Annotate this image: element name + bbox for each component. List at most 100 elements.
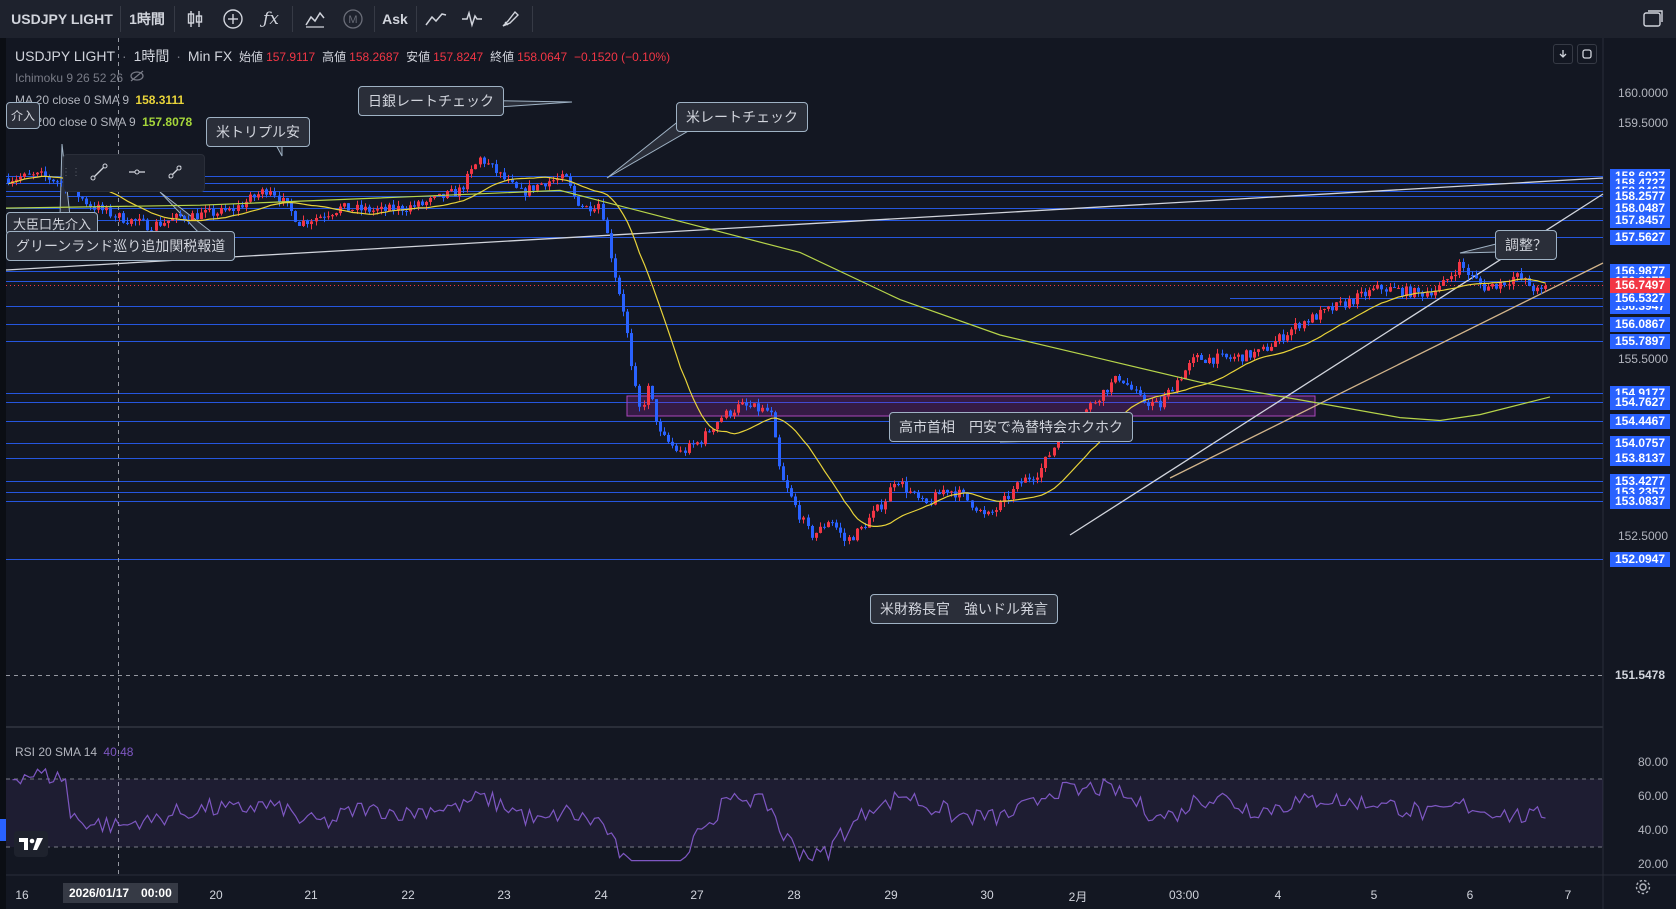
fx-icon[interactable]: ƒx — [263, 9, 279, 29]
legend-low: 157.8247 — [433, 50, 484, 64]
price-chart-canvas[interactable] — [0, 38, 1676, 909]
price-badge-11: 155.7897 — [1610, 333, 1670, 349]
candle-body-322 — [1327, 306, 1330, 309]
layout-icon[interactable] — [1636, 0, 1670, 38]
candle-body-365 — [1503, 282, 1506, 286]
symbol-search-button[interactable]: USDJPY LIGHT — [11, 11, 113, 27]
price-badge-4: 158.0487 — [1610, 200, 1670, 216]
ask-button[interactable]: Ask — [382, 11, 408, 27]
candle-body-185 — [766, 407, 769, 411]
legend-close-label: 終値 — [490, 50, 515, 64]
candle-series — [7, 156, 1547, 547]
legend-close: 158.0647 — [517, 50, 568, 64]
candle-body-305 — [1257, 349, 1260, 352]
candle-body-358 — [1475, 275, 1478, 279]
candle-body-104 — [433, 195, 436, 198]
candle-body-287 — [1184, 370, 1187, 380]
candle-body-180 — [745, 402, 748, 406]
candle-body-31 — [134, 219, 137, 221]
candle-body-323 — [1331, 306, 1334, 311]
candle-body-306 — [1262, 346, 1265, 350]
ma20-label: MA 20 close 0 SMA 9 — [15, 93, 130, 107]
annotation-takaichi[interactable]: 高市首相 円安で為替特会ホクホク — [889, 412, 1133, 442]
candle-body-244 — [1007, 495, 1010, 499]
candle-body-112 — [466, 173, 469, 190]
candle-body-2 — [15, 179, 18, 182]
annotation-minister-intervention[interactable]: 大臣口先介入 — [6, 212, 99, 235]
annotation-intervention-partial[interactable]: 介入 — [6, 102, 41, 129]
uptrend-line-2 — [1169, 262, 1604, 479]
annotation-greenland-tariff[interactable]: グリーンランド巡り追加関税報道 — [6, 231, 236, 261]
settings-gear-icon[interactable] — [1634, 878, 1652, 901]
candle-body-227 — [938, 492, 941, 495]
ma20-legend[interactable]: MA 20 close 0 SMA 9 158.3111 — [15, 93, 187, 107]
candle-body-313 — [1290, 329, 1293, 336]
annotation-us-rate-check[interactable]: 米レートチェック — [676, 102, 808, 132]
trendline-icon[interactable] — [82, 155, 116, 189]
maximize-icon[interactable] — [1577, 44, 1597, 64]
moving-averages — [5, 175, 1551, 527]
brush-icon[interactable] — [494, 0, 526, 38]
m-icon[interactable]: M — [338, 0, 368, 38]
candle-body-36 — [155, 221, 158, 231]
horizontal-line-icon[interactable] — [120, 155, 154, 189]
candle-body-13 — [60, 181, 63, 183]
candle-body-251 — [1036, 477, 1039, 480]
candle-body-332 — [1368, 290, 1371, 297]
legend-broker: Min FX — [187, 48, 233, 64]
candle-body-218 — [901, 481, 904, 485]
candle-body-314 — [1294, 323, 1297, 330]
candle-body-35 — [150, 230, 153, 232]
arrow-down-icon[interactable] — [1553, 44, 1573, 64]
annotation-boj-rate-check[interactable]: 日銀レートチェック — [358, 86, 504, 116]
candle-body-300 — [1237, 354, 1240, 357]
candle-body-201 — [831, 522, 834, 524]
rsi-tick-2: 40.00 — [1637, 823, 1668, 837]
interval-button[interactable]: 1時間 — [129, 11, 165, 27]
add-indicator-icon[interactable] — [218, 0, 248, 38]
candle-body-29 — [126, 222, 129, 224]
candle-body-7 — [36, 172, 39, 175]
line-tool-icon[interactable] — [420, 0, 452, 38]
candle-body-301 — [1241, 354, 1244, 362]
candle-body-212 — [876, 504, 879, 511]
rsi-legend[interactable]: RSI 20 SMA 14 40.48 — [15, 745, 136, 759]
candle-body-18 — [81, 197, 84, 199]
rsi-pane — [6, 767, 1603, 863]
candle-body-157 — [651, 385, 654, 400]
candle-body-51 — [216, 213, 219, 216]
drag-handle-icon[interactable]: ⋮⋮ — [61, 166, 81, 178]
candle-body-113 — [470, 169, 473, 174]
candles-icon[interactable] — [180, 0, 210, 38]
candle-body-186 — [770, 410, 773, 413]
candle-body-335 — [1380, 284, 1383, 290]
candle-body-241 — [995, 510, 998, 512]
wave-tool-icon[interactable] — [456, 0, 488, 38]
candle-body-330 — [1360, 291, 1363, 294]
candle-body-38 — [163, 223, 166, 226]
eye-hidden-icon[interactable] — [129, 70, 145, 85]
candle-body-69 — [290, 202, 293, 212]
chart-area[interactable]: USDJPY LIGHT · 1時間 · Min FX 始値 157.9117 高… — [0, 38, 1676, 909]
price-badge-20: 152.0947 — [1610, 551, 1670, 567]
candle-body-184 — [761, 407, 764, 412]
annotation-us-triple[interactable]: 米トリプル安 — [206, 117, 310, 147]
candle-body-56 — [237, 205, 240, 211]
candle-body-346 — [1426, 292, 1429, 297]
price-badge-3: 158.2577 — [1610, 188, 1670, 204]
annotation-treasury-secretary[interactable]: 米財務長官 強いドル発言 — [870, 594, 1058, 624]
price-badge-19: 153.0837 — [1610, 493, 1670, 509]
horizontal-levels — [6, 176, 1603, 676]
candle-body-292 — [1204, 359, 1207, 363]
ma200-line — [5, 189, 1551, 422]
candle-body-278 — [1147, 402, 1150, 406]
ichimoku-legend[interactable]: Ichimoku 9 26 52 26 — [15, 70, 148, 85]
annotation-adjustment[interactable]: 調整？ — [1495, 230, 1557, 260]
candle-body-190 — [786, 480, 789, 489]
candle-body-364 — [1499, 282, 1502, 289]
ma200-legend[interactable]: MA 200 close 0 SMA 9 157.8078 — [15, 115, 195, 129]
ray-icon[interactable] — [158, 155, 192, 189]
candle-body-88 — [368, 206, 371, 212]
pane-handle[interactable] — [0, 819, 6, 841]
chart-type-icon[interactable] — [300, 0, 330, 38]
